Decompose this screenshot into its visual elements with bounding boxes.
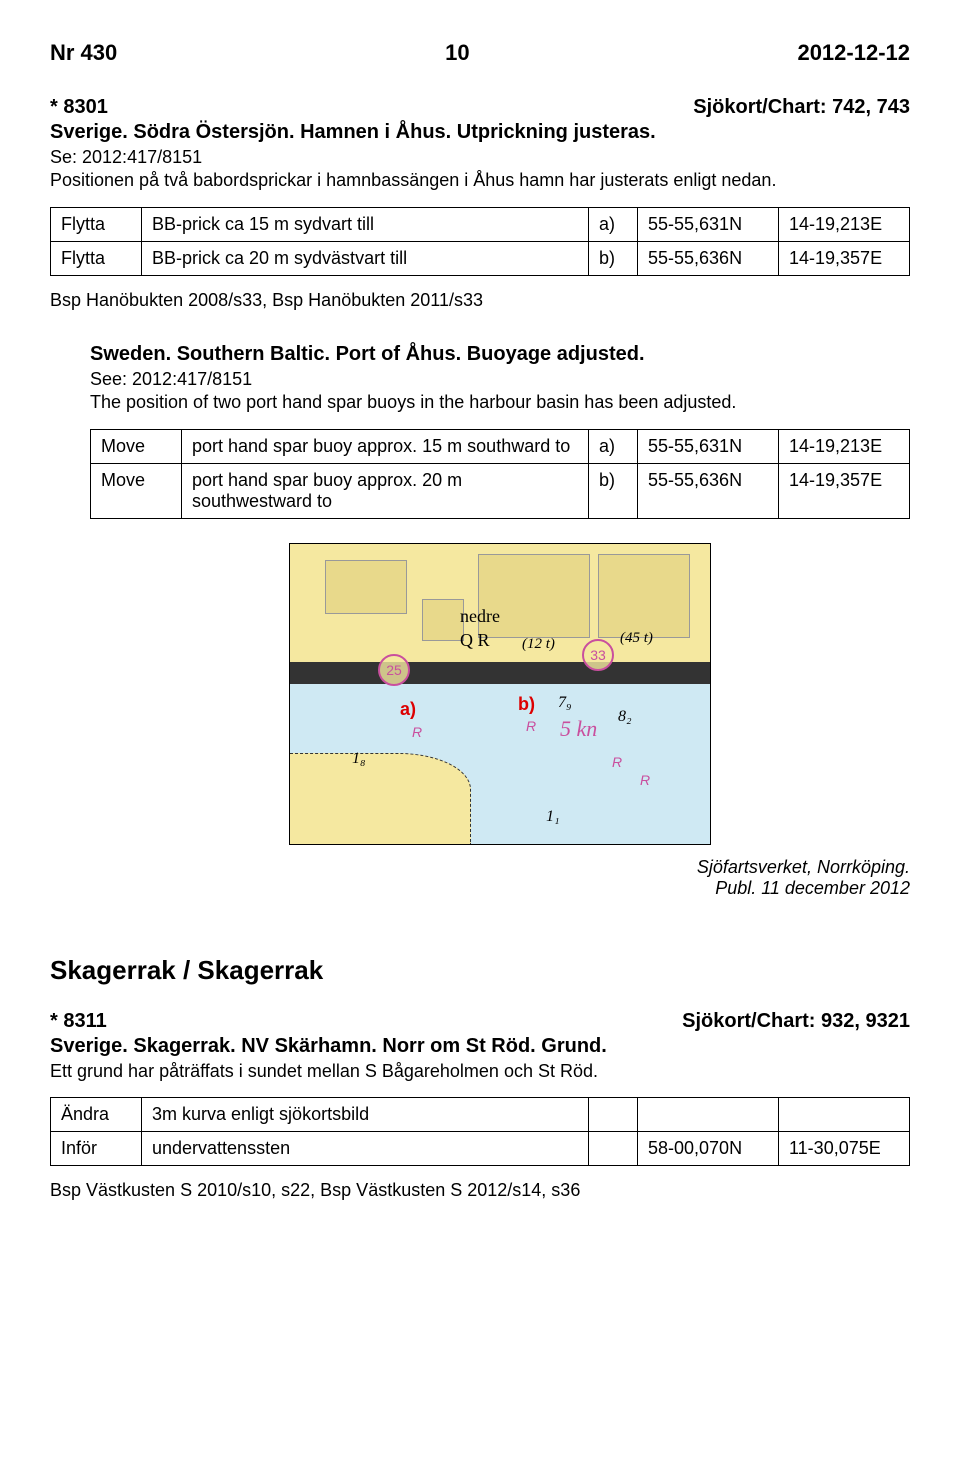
notice-title-sv: Sverige. Södra Östersjön. Hamnen i Åhus.… — [50, 121, 910, 144]
table-row: Flytta BB-prick ca 15 m sydvart till a) … — [51, 207, 910, 241]
header-right: 2012-12-12 — [797, 40, 910, 66]
ring-label: 25 — [378, 654, 410, 686]
table-row: Move port hand spar buoy approx. 20 m so… — [91, 463, 910, 518]
cell: 14-19,213E — [779, 429, 910, 463]
building-icon — [598, 554, 690, 638]
header-center: 10 — [445, 40, 469, 66]
cell: Move — [91, 429, 182, 463]
chart-label: Q R — [460, 630, 490, 651]
table-row: Ändra 3m kurva enligt sjökortsbild — [51, 1097, 910, 1131]
notice-id: * 8311 — [50, 1010, 107, 1033]
table-row: Inför undervattenssten 58-00,070N 11-30,… — [51, 1131, 910, 1165]
cell: 14-19,357E — [779, 241, 910, 275]
cell: 14-19,357E — [779, 463, 910, 518]
chart-label: (45 t) — [620, 630, 653, 647]
cell — [638, 1097, 779, 1131]
cell: undervattenssten — [142, 1131, 589, 1165]
chart-label: (12 t) — [522, 636, 555, 653]
cell: b) — [589, 241, 638, 275]
cell: Flytta — [51, 241, 142, 275]
cell: 11-30,075E — [779, 1131, 910, 1165]
cell: Move — [91, 463, 182, 518]
land-icon — [290, 753, 471, 844]
bsp-sv-8311: Bsp Västkusten S 2010/s10, s22, Bsp Väst… — [50, 1180, 910, 1201]
r-mark: R — [412, 724, 422, 740]
bsp-sv: Bsp Hanöbukten 2008/s33, Bsp Hanöbukten … — [50, 290, 910, 311]
cell: 58-00,070N — [638, 1131, 779, 1165]
cell: 14-19,213E — [779, 207, 910, 241]
cell: BB-prick ca 20 m sydvästvart till — [142, 241, 589, 275]
r-mark: R — [612, 754, 622, 770]
depth-label: 8₂ — [618, 708, 632, 726]
header-left: Nr 430 — [50, 40, 117, 66]
cell: a) — [589, 207, 638, 241]
page-header: Nr 430 10 2012-12-12 — [50, 40, 910, 66]
depth-label: 1₁ — [546, 808, 560, 826]
cell: port hand spar buoy approx. 15 m southwa… — [182, 429, 589, 463]
building-icon — [422, 599, 464, 641]
ring-label: 33 — [582, 639, 614, 671]
marker-a: a) — [400, 699, 416, 720]
notice-chart: Sjökort/Chart: 932, 9321 — [682, 1010, 910, 1033]
speed-label: 5 kn — [560, 716, 597, 742]
attribution-line2: Publ. 11 december 2012 — [90, 878, 910, 899]
attribution-line1: Sjöfartsverket, Norrköping. — [90, 857, 910, 878]
table-row: Flytta BB-prick ca 20 m sydvästvart till… — [51, 241, 910, 275]
cell: port hand spar buoy approx. 20 m southwe… — [182, 463, 589, 518]
depth-label: 1₈ — [352, 750, 366, 768]
cell — [589, 1131, 638, 1165]
notice-title-sv: Sverige. Skagerrak. NV Skärhamn. Norr om… — [50, 1035, 910, 1058]
r-mark: R — [640, 772, 650, 788]
cell: Flytta — [51, 207, 142, 241]
cell: 55-55,636N — [638, 241, 779, 275]
cell: Inför — [51, 1131, 142, 1165]
chart-label: nedre — [460, 606, 500, 627]
table-row: Move port hand spar buoy approx. 15 m so… — [91, 429, 910, 463]
notice-id: * 8301 — [50, 96, 108, 119]
cell: 55-55,631N — [638, 429, 779, 463]
section-heading: Skagerrak / Skagerrak — [50, 955, 910, 986]
cell: a) — [589, 429, 638, 463]
building-icon — [325, 560, 407, 614]
cell: 3m kurva enligt sjökortsbild — [142, 1097, 589, 1131]
marker-b: b) — [518, 694, 535, 715]
cell: Ändra — [51, 1097, 142, 1131]
table-sv-8301: Flytta BB-prick ca 15 m sydvart till a) … — [50, 207, 910, 276]
notice-header: * 8301 Sjökort/Chart: 742, 743 — [50, 96, 910, 119]
r-mark: R — [526, 718, 536, 734]
cell: b) — [589, 463, 638, 518]
notice-header: * 8311 Sjökort/Chart: 932, 9321 — [50, 1010, 910, 1033]
cell: BB-prick ca 15 m sydvart till — [142, 207, 589, 241]
cell: 55-55,636N — [638, 463, 779, 518]
notice-chart: Sjökort/Chart: 742, 743 — [693, 96, 910, 119]
notice-title-en: Sweden. Southern Baltic. Port of Åhus. B… — [90, 343, 910, 366]
chartlet: nedre Q R (12 t) (45 t) 25 33 a) b) R R … — [289, 543, 711, 845]
cell: 55-55,631N — [638, 207, 779, 241]
table-sv-8311: Ändra 3m kurva enligt sjökortsbild Inför… — [50, 1097, 910, 1166]
notice-body-en: See: 2012:417/8151 The position of two p… — [90, 368, 910, 415]
cell — [779, 1097, 910, 1131]
notice-body-sv: Ett grund har påträffats i sundet mellan… — [50, 1060, 910, 1083]
notice-body-sv: Se: 2012:417/8151 Positionen på två babo… — [50, 146, 910, 193]
cell — [589, 1097, 638, 1131]
table-en-8301: Move port hand spar buoy approx. 15 m so… — [90, 429, 910, 519]
depth-label: 7₉ — [558, 694, 572, 712]
